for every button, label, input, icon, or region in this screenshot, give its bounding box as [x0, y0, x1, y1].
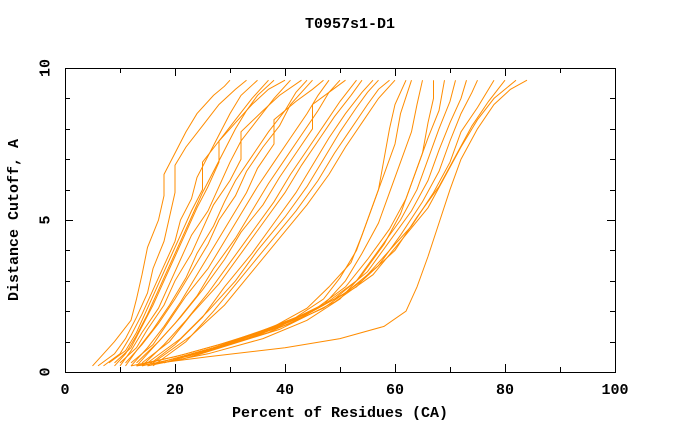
model-curve	[169, 80, 467, 361]
model-curve	[119, 79, 291, 367]
model-curve	[152, 79, 396, 364]
model-curve	[174, 79, 478, 361]
model-curve	[114, 79, 275, 367]
model-curve	[136, 79, 346, 364]
model-curve	[158, 80, 445, 364]
model-curve	[130, 79, 407, 367]
tick-labels-group: 0 20 40 60 80 100 0 5 10	[38, 59, 629, 399]
chart-title: T0957s1-D1	[305, 16, 395, 33]
model-curve	[125, 79, 308, 367]
x-tick-label: 40	[276, 382, 294, 399]
model-curve	[136, 79, 341, 367]
y-tick-label: 5	[38, 215, 55, 224]
model-curve	[136, 80, 412, 367]
y-tick-label: 10	[38, 59, 55, 77]
model-curves-group	[92, 79, 528, 367]
model-curve	[103, 79, 258, 367]
model-curve	[141, 79, 363, 364]
y-axis-label: Distance Cutoff, A	[6, 139, 23, 301]
x-tick-label: 100	[601, 382, 628, 399]
model-curve	[191, 79, 517, 358]
model-curve	[119, 79, 302, 364]
model-curve	[147, 79, 374, 367]
x-tick-label: 20	[166, 382, 184, 399]
x-tick-label: 60	[386, 382, 404, 399]
model-curve	[180, 79, 495, 361]
model-curve	[152, 79, 390, 367]
model-curve	[147, 80, 434, 367]
model-curve	[141, 79, 357, 367]
y-tick-label: 0	[38, 367, 55, 376]
model-curve	[114, 79, 286, 364]
model-curve	[147, 79, 379, 364]
x-tick-label: 0	[60, 382, 69, 399]
model-curve	[97, 79, 247, 367]
model-curve	[108, 79, 269, 364]
x-tick-label: 80	[496, 382, 514, 399]
model-curve	[92, 79, 231, 367]
axes-group	[65, 68, 616, 373]
model-curve	[136, 79, 528, 367]
plot-frame	[65, 68, 616, 373]
model-curve	[130, 79, 330, 364]
x-axis-label: Percent of Residues (CA)	[232, 405, 448, 422]
model-curve	[130, 79, 324, 367]
